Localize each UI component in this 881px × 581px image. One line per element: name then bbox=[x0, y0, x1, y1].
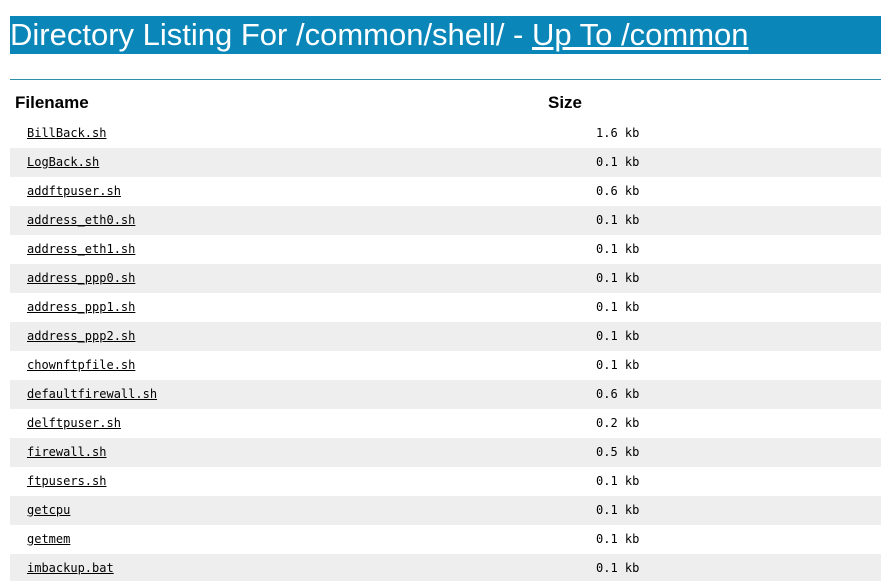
file-row: delftpuser.sh 0.2 kb bbox=[10, 409, 881, 438]
file-size: 1.6 kb bbox=[596, 126, 640, 140]
file-row: firewall.sh 0.5 kb bbox=[10, 438, 881, 467]
file-row: address_ppp0.sh 0.1 kb bbox=[10, 264, 881, 293]
file-link[interactable]: address_eth1.sh bbox=[27, 242, 136, 256]
file-size: 0.1 kb bbox=[596, 300, 640, 314]
file-row: BillBack.sh 1.6 kb bbox=[10, 119, 881, 148]
file-size: 0.6 kb bbox=[596, 387, 640, 401]
file-row: address_ppp1.sh 0.1 kb bbox=[10, 293, 881, 322]
file-row: address_eth1.sh 0.1 kb bbox=[10, 235, 881, 264]
file-row: address_eth0.sh 0.1 kb bbox=[10, 206, 881, 235]
file-link[interactable]: address_ppp1.sh bbox=[27, 300, 136, 314]
filename-column-header: Filename bbox=[15, 93, 89, 112]
file-size: 0.2 kb bbox=[596, 416, 640, 430]
size-column-header: Size bbox=[548, 93, 583, 112]
file-link[interactable]: BillBack.sh bbox=[27, 126, 107, 140]
file-row: addftpuser.sh 0.6 kb bbox=[10, 177, 881, 206]
file-size: 0.1 kb bbox=[596, 358, 640, 372]
file-row: ftpusers.sh 0.1 kb bbox=[10, 467, 881, 496]
file-link[interactable]: firewall.sh bbox=[27, 445, 107, 459]
file-size: 0.6 kb bbox=[596, 184, 640, 198]
file-size: 0.1 kb bbox=[596, 329, 640, 343]
file-size: 0.1 kb bbox=[596, 532, 640, 546]
file-size: 0.1 kb bbox=[596, 242, 640, 256]
file-link[interactable]: address_eth0.sh bbox=[27, 213, 136, 227]
file-size: 0.1 kb bbox=[596, 271, 640, 285]
file-link[interactable]: address_ppp0.sh bbox=[27, 271, 136, 285]
file-size: 0.1 kb bbox=[596, 213, 640, 227]
file-size: 0.1 kb bbox=[596, 155, 640, 169]
file-row: chownftpfile.sh 0.1 kb bbox=[10, 351, 881, 380]
file-size: 0.1 kb bbox=[596, 474, 640, 488]
file-link[interactable]: addftpuser.sh bbox=[27, 184, 121, 198]
page-title: Directory Listing For /common/shell/ - U… bbox=[10, 16, 881, 54]
page-title-text: Directory Listing For /common/shell/ - bbox=[10, 17, 532, 52]
file-row: defaultfirewall.sh 0.6 kb bbox=[10, 380, 881, 409]
file-link[interactable]: LogBack.sh bbox=[27, 155, 100, 169]
file-link[interactable]: ftpusers.sh bbox=[27, 474, 107, 488]
file-link[interactable]: address_ppp2.sh bbox=[27, 329, 136, 343]
file-link[interactable]: imbackup.bat bbox=[27, 561, 114, 575]
file-link[interactable]: defaultfirewall.sh bbox=[27, 387, 158, 401]
file-link[interactable]: getcpu bbox=[27, 503, 71, 517]
header-divider bbox=[10, 79, 881, 80]
file-size: 0.5 kb bbox=[596, 445, 640, 459]
file-row: getcpu 0.1 kb bbox=[10, 496, 881, 525]
file-link[interactable]: delftpuser.sh bbox=[27, 416, 121, 430]
file-size: 0.1 kb bbox=[596, 561, 640, 575]
file-row: imbackup.bat 0.1 kb bbox=[10, 554, 881, 581]
file-link[interactable]: chownftpfile.sh bbox=[27, 358, 136, 372]
file-link[interactable]: getmem bbox=[27, 532, 71, 546]
file-size: 0.1 kb bbox=[596, 503, 640, 517]
file-row: LogBack.sh 0.1 kb bbox=[10, 148, 881, 177]
file-row: address_ppp2.sh 0.1 kb bbox=[10, 322, 881, 351]
file-list: BillBack.sh 1.6 kb LogBack.sh 0.1 kb addftpu… bbox=[10, 119, 881, 581]
up-to-parent-link[interactable]: Up To /common bbox=[531, 17, 749, 52]
file-row: getmem 0.1 kb bbox=[10, 525, 881, 554]
